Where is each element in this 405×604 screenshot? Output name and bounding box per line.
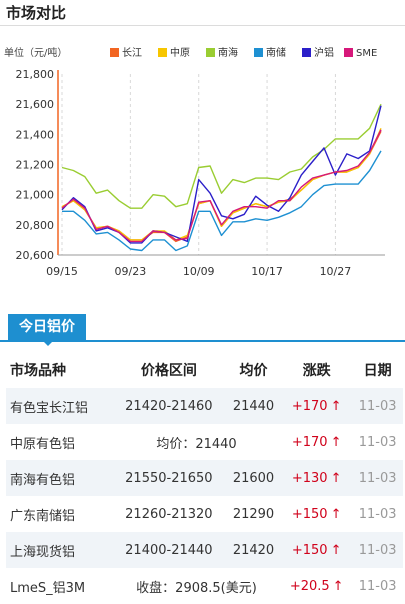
table-row[interactable]: 有色宝长江铝 21420-21460 21440 +170 ↑ 11-03	[6, 388, 403, 424]
price-change: +150 ↑	[281, 532, 353, 568]
price-date: 11-03	[358, 506, 397, 522]
y-tick-label: 20,600	[16, 249, 55, 262]
merged-price: 收盘：2908.5(美元)	[136, 580, 257, 596]
y-tick-label: 21,600	[16, 98, 55, 111]
chart-series	[61, 103, 382, 252]
today-price-tab[interactable]: 今日铝价	[8, 314, 86, 346]
arrow-up-icon: ↑	[330, 506, 342, 522]
change-value: +130	[291, 470, 328, 486]
y-tick-label: 21,400	[16, 128, 55, 141]
table-row[interactable]: LmeS_铝3M 收盘：2908.5(美元) +20.5 ↑ 11-03	[6, 568, 403, 604]
column-header-date: 日期	[363, 363, 392, 379]
change-value: +170	[291, 398, 328, 414]
price-range: 21400-21440	[111, 532, 226, 568]
header: 市场对比	[0, 0, 405, 26]
table-row[interactable]: 广东南储铝 21260-21320 21290 +150 ↑ 11-03	[6, 496, 403, 532]
x-tick-label: 09/23	[115, 265, 147, 278]
market-name: 有色宝长江铝	[6, 388, 112, 424]
x-tick-label: 09/15	[46, 265, 78, 278]
average-price: 21290	[232, 506, 275, 522]
x-tick-label: 10/27	[320, 265, 352, 278]
market-name: LmeS_铝3M	[10, 580, 86, 596]
price-date: 11-03	[352, 460, 403, 496]
price-change: +150 ↑	[281, 496, 352, 532]
x-tick-label: 10/17	[251, 265, 283, 278]
y-tick-label: 21,800	[16, 68, 55, 81]
price-change: +170 ↑	[281, 424, 352, 460]
column-header-market: 市场品种	[10, 363, 66, 379]
price-date: 11-03	[352, 532, 403, 568]
page-title: 市场对比	[6, 4, 67, 22]
legend-swatch	[206, 48, 215, 57]
average-price: 21600	[225, 460, 282, 496]
market-comparison-chart: 单位（元/吨） 长江 中原 南海 南储 沪铝 SME 20,600 20,800 21,000…	[4, 46, 385, 278]
chart-axes	[57, 70, 385, 256]
table-header-row: 市场品种 价格区间 均价 涨跌 日期	[6, 352, 403, 388]
tab-divider	[0, 340, 405, 342]
legend-swatch	[158, 48, 167, 57]
column-header-avg: 均价	[239, 363, 268, 379]
legend-entry[interactable]: 中原	[170, 46, 190, 59]
price-date: 11-03	[358, 578, 397, 594]
chart-grid	[61, 74, 336, 255]
price-change: +20.5 ↑	[281, 568, 352, 604]
legend-swatch	[254, 48, 263, 57]
price-change: +170 ↑	[281, 388, 353, 424]
price-range: 21260-21320	[125, 506, 213, 522]
table-row[interactable]: 中原有色铝 均价：21440 +170 ↑ 11-03	[6, 424, 403, 460]
merged-price: 均价：21440	[156, 436, 237, 452]
average-price: 21440	[225, 388, 282, 424]
price-range: 21550-21650	[111, 460, 226, 496]
table-row[interactable]: 南海有色铝 21550-21650 21600 +130 ↑ 11-03	[6, 460, 403, 496]
legend-entry[interactable]: SME	[356, 48, 377, 59]
y-tick-label: 20,800	[16, 219, 55, 232]
column-header-change: 涨跌	[302, 363, 331, 379]
legend-swatch	[110, 48, 119, 57]
arrow-up-icon: ↑	[330, 542, 342, 558]
table-row[interactable]: 上海现货铝 21400-21440 21420 +150 ↑ 11-03	[6, 532, 403, 568]
legend-entry[interactable]: 南海	[218, 46, 238, 59]
y-tick-label: 21,200	[16, 159, 55, 172]
y-axis-unit-label: 单位（元/吨）	[4, 46, 67, 59]
price-table: 市场品种 价格区间 均价 涨跌 日期 有色宝长江铝 21420-21460 21…	[6, 352, 403, 604]
market-name: 南海有色铝	[6, 460, 112, 496]
arrow-up-icon: ↑	[330, 434, 342, 450]
legend-entry[interactable]: 南储	[266, 46, 286, 59]
legend-entry[interactable]: 长江	[122, 47, 142, 59]
legend-swatch	[344, 48, 353, 57]
price-change: +130 ↑	[281, 460, 353, 496]
average-price: 21420	[225, 532, 282, 568]
market-name: 广东南储铝	[10, 508, 76, 524]
series-line	[61, 103, 382, 209]
price-date: 11-03	[352, 388, 403, 424]
x-tick-label: 10/09	[183, 265, 215, 278]
price-date: 11-03	[358, 434, 397, 450]
series-line	[61, 105, 382, 244]
market-name: 中原有色铝	[10, 436, 76, 452]
arrow-up-icon: ↑	[330, 398, 342, 414]
column-header-range: 价格区间	[140, 363, 197, 379]
market-name: 上海现货铝	[6, 532, 112, 568]
chart-ticks: 20,600 20,800 21,000 21,200 21,400 21,600 21,8…	[16, 68, 352, 278]
chart-legend[interactable]: 长江 中原 南海 南储 沪铝 SME	[110, 46, 377, 59]
legend-entry[interactable]: 沪铝	[314, 46, 334, 59]
change-value: +170	[291, 434, 328, 450]
legend-swatch	[302, 48, 311, 57]
y-tick-label: 21,000	[16, 189, 55, 202]
change-value: +150	[291, 542, 328, 558]
header-divider	[0, 25, 405, 26]
arrow-up-icon: ↑	[332, 578, 344, 594]
price-range: 21420-21460	[111, 388, 226, 424]
arrow-up-icon: ↑	[330, 470, 342, 486]
series-line	[62, 150, 382, 252]
series-line	[61, 129, 382, 243]
change-value: +20.5	[289, 578, 330, 594]
change-value: +150	[291, 506, 328, 522]
